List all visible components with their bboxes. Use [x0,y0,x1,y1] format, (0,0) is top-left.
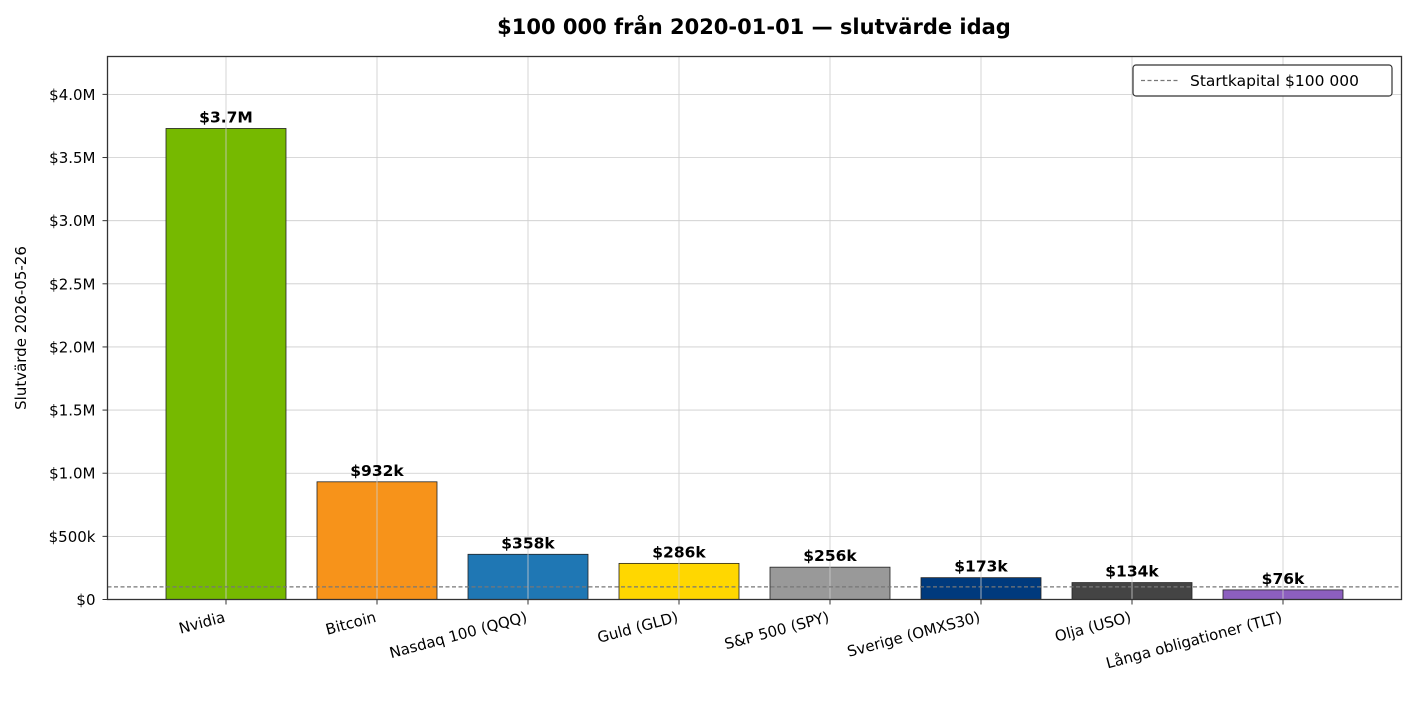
plot-frame [106,55,1403,601]
data-label-guld-gld: $286k [652,543,706,561]
data-label-nasdaq-100-qqq: $358k [501,534,555,552]
data-label-olja-uso: $134k [1105,563,1159,581]
y-tick-label: $3.5M [49,149,95,167]
legend-box [1132,64,1393,97]
x-tick-label-sverige-omxs30: Sverige (OMXS30) [845,608,982,661]
x-tick-label-nvidia: Nvidia [177,608,227,638]
data-label-nvidia: $3.7M [199,108,253,126]
y-tick-label: $1.5M [49,402,95,420]
grid-lines [107,93,1402,600]
chart-title: $100 000 från 2020-01-01 — slutvärde ida… [497,14,1011,39]
x-axis: Nvidia Bitcoin Nasdaq 100 (QQQ) Guld (GLD) S… [177,599,1284,672]
x-tick-label-s-p-500-spy: S&P 500 (SPY) [722,608,831,653]
y-tick-label: $2.5M [49,275,95,293]
legend-label-startkapital: Startkapital $100 000 [1190,72,1359,90]
x-tick-label-guld-gld: Guld (GLD) [595,608,680,647]
bars [165,128,1344,600]
data-label-s-p-500-spy: $256k [803,547,857,565]
x-tick-label-bitcoin: Bitcoin [324,608,378,639]
y-axis: $0 $500k $1.0M $1.5M $2.0M $2.5M $3.0M $3.5M $4.… [49,86,108,609]
y-tick-label: $4.0M [49,86,95,104]
vertical-grid-lines [225,56,1284,600]
y-axis-label: Slutvärde 2026-05-26 [12,246,30,410]
y-tick-label: $2.0M [49,338,95,356]
data-label-bitcoin: $932k [350,462,404,480]
y-tick-label: $500k [49,528,96,546]
x-tick-label-nasdaq-100-qqq: Nasdaq 100 (QQQ) [387,608,529,662]
y-tick-label: $0 [76,591,95,609]
y-tick-label: $3.0M [49,212,95,230]
data-labels: $3.7M $932k $358k $286k $256k $173k $134k $76k [199,108,1305,587]
x-tick-label-olja-uso: Olja (USO) [1053,608,1133,646]
legend: Startkapital $100 000 [1132,64,1393,97]
x-tick-label-langa-obligationer-tlt: Långa obligationer (TLT) [1104,608,1284,672]
y-tick-label: $1.0M [49,465,95,483]
data-label-langa-obligationer-tlt: $76k [1262,570,1305,588]
data-label-sverige-omxs30: $173k [954,558,1008,576]
